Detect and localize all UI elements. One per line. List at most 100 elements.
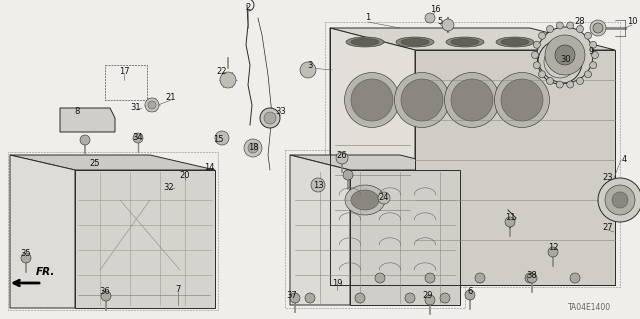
Text: 26: 26 [337,151,348,160]
Text: 23: 23 [603,174,613,182]
Circle shape [591,51,598,58]
Ellipse shape [346,37,384,47]
Circle shape [475,273,485,283]
Ellipse shape [351,39,379,46]
Circle shape [337,153,347,163]
Bar [285,150,465,308]
Text: 18: 18 [248,144,259,152]
Polygon shape [290,155,460,170]
Text: 16: 16 [429,5,440,14]
Text: FR.: FR. [36,267,56,277]
Polygon shape [60,108,115,132]
Circle shape [290,293,300,303]
Circle shape [538,32,545,39]
Ellipse shape [451,79,493,121]
Text: 4: 4 [621,155,627,165]
Circle shape [556,22,563,29]
Text: 11: 11 [505,213,515,222]
Polygon shape [350,170,460,305]
Circle shape [590,20,606,36]
Circle shape [311,178,325,192]
Circle shape [612,192,628,208]
Polygon shape [330,28,615,50]
Circle shape [555,45,575,65]
Text: 2: 2 [245,4,251,12]
Circle shape [305,293,315,303]
Ellipse shape [396,37,434,47]
Circle shape [593,23,603,33]
Circle shape [577,78,584,85]
Text: 9: 9 [588,48,594,56]
Text: 24: 24 [379,194,389,203]
Circle shape [570,273,580,283]
Polygon shape [10,155,215,170]
Text: 38: 38 [527,271,538,279]
Circle shape [343,170,353,180]
Circle shape [537,27,593,83]
Circle shape [300,62,316,78]
Text: 14: 14 [204,164,214,173]
Text: 28: 28 [575,18,586,26]
Circle shape [584,32,591,39]
Text: TA04E1400: TA04E1400 [568,303,612,313]
Circle shape [547,78,554,85]
Text: 5: 5 [437,18,443,26]
Circle shape [527,273,537,283]
Text: 25: 25 [90,159,100,167]
Text: 22: 22 [217,68,227,77]
Ellipse shape [445,72,499,128]
Bar [105,65,147,100]
Circle shape [375,273,385,283]
Ellipse shape [345,185,385,215]
Circle shape [21,253,31,263]
Text: 33: 33 [276,108,286,116]
Text: 12: 12 [548,243,558,253]
Text: 13: 13 [313,181,323,189]
Circle shape [566,22,573,29]
Ellipse shape [344,72,399,128]
Circle shape [589,41,596,48]
Circle shape [525,273,535,283]
Ellipse shape [351,79,393,121]
Text: 15: 15 [212,136,223,145]
Circle shape [244,139,262,157]
Text: 37: 37 [287,292,298,300]
Circle shape [598,178,640,222]
Circle shape [545,35,585,75]
Text: 19: 19 [332,278,342,287]
Circle shape [425,295,435,305]
Circle shape [336,152,348,164]
Polygon shape [330,28,415,285]
Polygon shape [75,170,215,308]
Text: 20: 20 [180,170,190,180]
Text: 34: 34 [132,133,143,143]
Circle shape [531,51,538,58]
Circle shape [505,217,515,227]
Circle shape [533,62,540,69]
Circle shape [425,273,435,283]
Circle shape [584,71,591,78]
Circle shape [425,13,435,23]
Text: 35: 35 [20,249,31,258]
Text: 32: 32 [164,183,174,192]
Circle shape [145,98,159,112]
Circle shape [547,26,554,33]
Ellipse shape [496,37,534,47]
Text: 30: 30 [561,56,572,64]
Text: 6: 6 [467,287,473,296]
Text: 36: 36 [100,287,110,296]
Circle shape [589,62,596,69]
Text: 8: 8 [74,108,80,116]
Circle shape [566,81,573,88]
Text: 21: 21 [166,93,176,101]
Circle shape [533,41,540,48]
Circle shape [548,247,558,257]
Circle shape [378,192,390,204]
Ellipse shape [501,39,529,46]
Text: 29: 29 [423,292,433,300]
Text: 1: 1 [365,13,371,23]
Ellipse shape [401,39,429,46]
Ellipse shape [501,79,543,121]
Ellipse shape [446,37,484,47]
Circle shape [556,81,563,88]
